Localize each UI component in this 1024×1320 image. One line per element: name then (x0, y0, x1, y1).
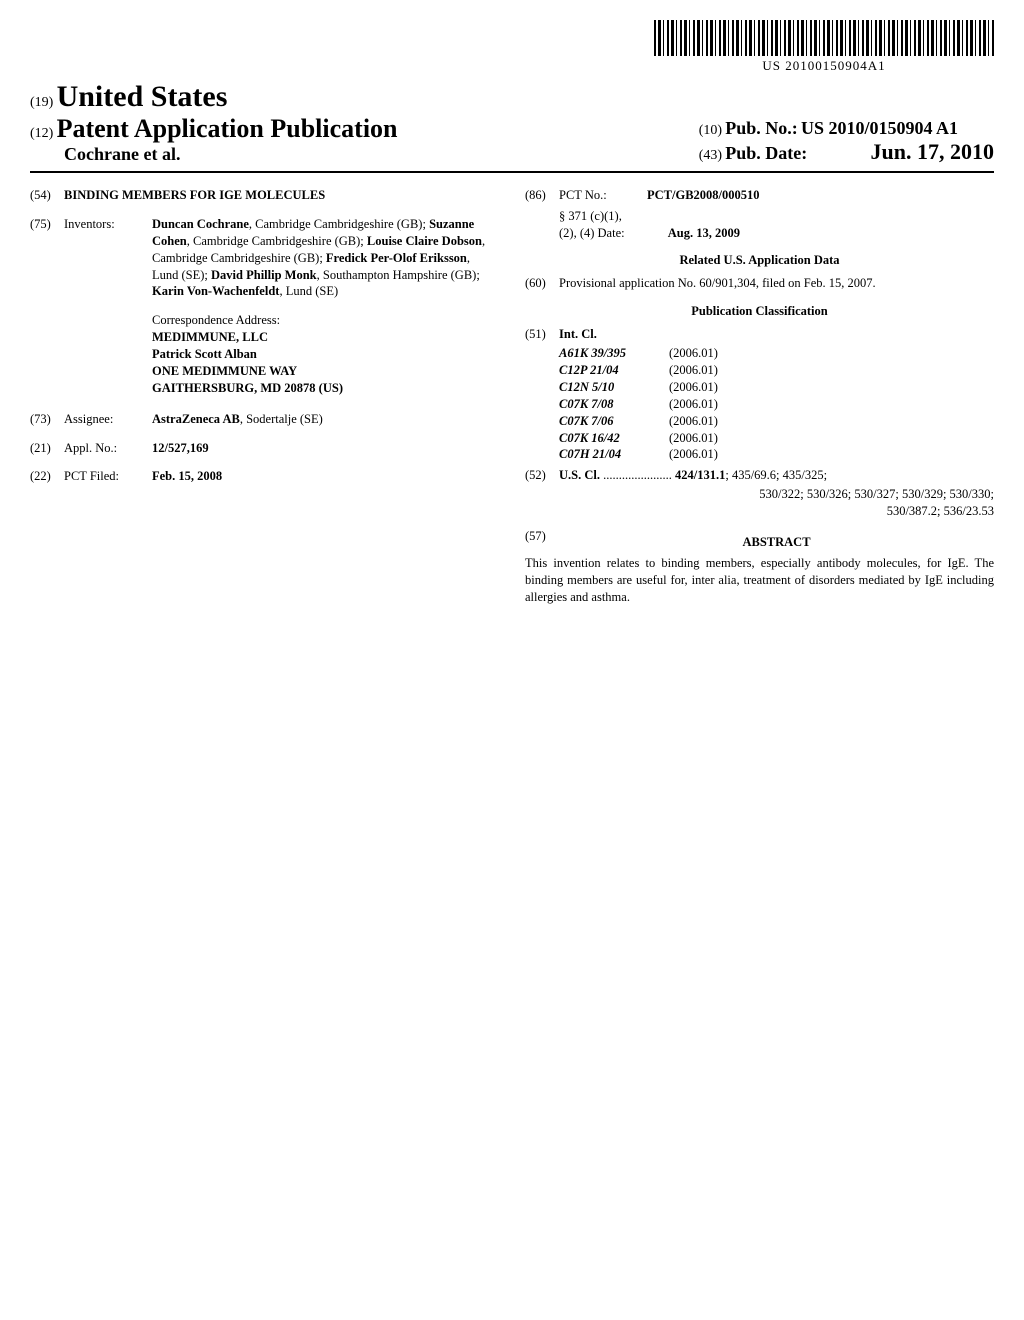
ipc-row: C12P 21/04(2006.01) (559, 362, 994, 379)
uscl-l2: 530/322; 530/326; 530/327; 530/329; 530/… (525, 486, 994, 503)
body-columns: (54) BINDING MEMBERS FOR IGE MOLECULES (… (30, 187, 994, 605)
field-22: (22) PCT Filed: Feb. 15, 2008 (30, 468, 499, 485)
applno: 12/527,169 (152, 440, 499, 457)
pubdate: Jun. 17, 2010 (871, 139, 994, 164)
field-54: (54) BINDING MEMBERS FOR IGE MOLECULES (30, 187, 499, 204)
num-73: (73) (30, 411, 64, 428)
header: (19) United States (12) Patent Applicati… (30, 80, 994, 165)
pubno-line: (10) Pub. No.: US 2010/0150904 A1 (699, 118, 994, 139)
ipc-row: A61K 39/395(2006.01) (559, 345, 994, 362)
pubno-label: Pub. No.: (725, 118, 798, 138)
code-10: (10) (699, 123, 722, 138)
inventors-text: Duncan Cochrane, Cambridge Cambridgeshir… (152, 216, 499, 300)
ipc-row: C07K 7/08(2006.01) (559, 396, 994, 413)
field-57: (57) ABSTRACT (525, 528, 994, 555)
num-75: (75) (30, 216, 64, 300)
pubno: US 2010/0150904 A1 (801, 118, 958, 138)
header-authors: Cochrane et al. (64, 144, 398, 165)
doc-type: Patent Application Publication (57, 114, 398, 143)
assignee-place: , Sodertalje (SE) (240, 412, 323, 426)
header-line-19: (19) United States (30, 80, 398, 114)
pubdate-label: Pub. Date: (725, 143, 807, 163)
s371-l2-row: (2), (4) Date: Aug. 13, 2009 (559, 225, 994, 242)
uscl-l3: 530/387.2; 536/23.53 (525, 503, 994, 520)
label-86: PCT No.: (559, 187, 647, 204)
s371-date: Aug. 13, 2009 (668, 226, 740, 240)
barcode: US 20100150904A1 (654, 20, 994, 74)
ipc-row: C12N 5/10(2006.01) (559, 379, 994, 396)
num-22: (22) (30, 468, 64, 485)
corr-l4: ONE MEDIMMUNE WAY (152, 363, 499, 380)
related-title: Related U.S. Application Data (525, 252, 994, 269)
header-rule (30, 171, 994, 173)
s371-block: § 371 (c)(1), (2), (4) Date: Aug. 13, 20… (559, 208, 994, 242)
header-line-12: (12) Patent Application Publication (30, 114, 398, 144)
field-73: (73) Assignee: AstraZeneca AB, Sodertalj… (30, 411, 499, 428)
s371-l1: § 371 (c)(1), (559, 208, 994, 225)
barcode-number: US 20100150904A1 (654, 58, 994, 74)
field-86: (86) PCT No.: PCT/GB2008/000510 (525, 187, 994, 204)
corr-l3: Patrick Scott Alban (152, 346, 499, 363)
header-left: (19) United States (12) Patent Applicati… (30, 80, 398, 165)
label-51: Int. Cl. (559, 326, 994, 343)
num-57: (57) (525, 528, 559, 555)
ipc-row: C07K 16/42(2006.01) (559, 430, 994, 447)
abstract-title: ABSTRACT (559, 534, 994, 551)
title-54: BINDING MEMBERS FOR IGE MOLECULES (64, 187, 499, 204)
ipc-row: C07H 21/04(2006.01) (559, 446, 994, 463)
corr-l5: GAITHERSBURG, MD 20878 (US) (152, 380, 499, 397)
label-75: Inventors: (64, 216, 152, 300)
num-86: (86) (525, 187, 559, 204)
s371-l2: (2), (4) Date: (559, 226, 625, 240)
label-22: PCT Filed: (64, 468, 152, 485)
pubclass-title: Publication Classification (525, 303, 994, 320)
corr-l1: Correspondence Address: (152, 312, 499, 329)
uscl-line: U.S. Cl. ...................... 424/131.… (559, 467, 994, 484)
field-51: (51) Int. Cl. (525, 326, 994, 343)
num-52: (52) (525, 467, 559, 484)
field-21: (21) Appl. No.: 12/527,169 (30, 440, 499, 457)
provisional-text: Provisional application No. 60/901,304, … (559, 275, 994, 292)
ipc-table: A61K 39/395(2006.01) C12P 21/04(2006.01)… (559, 345, 994, 463)
label-73: Assignee: (64, 411, 152, 428)
corr-l2: MEDIMMUNE, LLC (152, 329, 499, 346)
assignee-name: AstraZeneca AB (152, 412, 240, 426)
pubdate-line: (43) Pub. Date: Jun. 17, 2010 (699, 139, 994, 165)
label-21: Appl. No.: (64, 440, 152, 457)
right-column: (86) PCT No.: PCT/GB2008/000510 § 371 (c… (525, 187, 994, 605)
header-right: (10) Pub. No.: US 2010/0150904 A1 (43) P… (699, 118, 994, 165)
assignee: AstraZeneca AB, Sodertalje (SE) (152, 411, 499, 428)
num-51: (51) (525, 326, 559, 343)
label-52: U.S. Cl. (559, 468, 600, 482)
abstract-text: This invention relates to binding member… (525, 555, 994, 606)
field-60: (60) Provisional application No. 60/901,… (525, 275, 994, 292)
pct-no: PCT/GB2008/000510 (647, 187, 994, 204)
country: United States (57, 80, 228, 113)
num-54: (54) (30, 187, 64, 204)
left-column: (54) BINDING MEMBERS FOR IGE MOLECULES (… (30, 187, 499, 605)
code-43: (43) (699, 148, 722, 163)
code-12: (12) (30, 126, 53, 141)
num-21: (21) (30, 440, 64, 457)
field-75: (75) Inventors: Duncan Cochrane, Cambrid… (30, 216, 499, 300)
barcode-stripes (654, 20, 994, 56)
correspondence: Correspondence Address: MEDIMMUNE, LLC P… (152, 312, 499, 396)
field-52: (52) U.S. Cl. ...................... 424… (525, 467, 994, 484)
dots-52: ...................... (600, 468, 675, 482)
num-60: (60) (525, 275, 559, 292)
barcode-area: US 20100150904A1 (30, 20, 994, 74)
pct-filed: Feb. 15, 2008 (152, 468, 499, 485)
ipc-row: C07K 7/06(2006.01) (559, 413, 994, 430)
code-19: (19) (30, 95, 53, 110)
